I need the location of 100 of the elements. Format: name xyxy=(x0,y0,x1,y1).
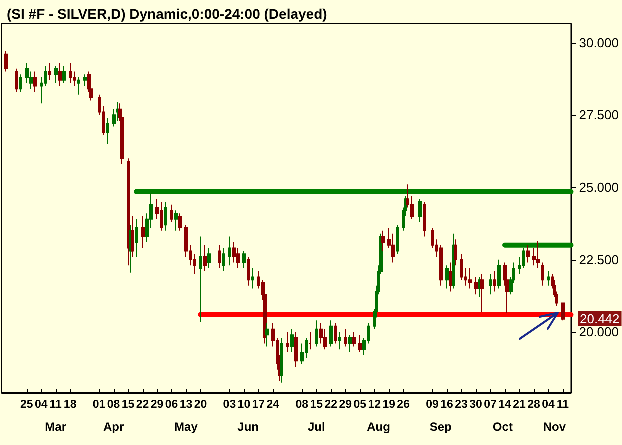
y-tick-label: 27.500 xyxy=(579,108,620,123)
candlestick xyxy=(493,270,496,292)
x-tick-label: 17 xyxy=(252,399,266,411)
candlestick xyxy=(218,244,221,270)
y-tick-label: 22.500 xyxy=(579,252,620,268)
candlestick xyxy=(222,248,225,272)
candlestick xyxy=(329,320,333,348)
candlestick xyxy=(33,71,37,93)
candlestick xyxy=(127,158,130,266)
x-tick-label: 26 xyxy=(397,399,410,411)
candlestick xyxy=(561,302,565,322)
candlestick xyxy=(348,334,352,353)
candlestick xyxy=(474,276,478,296)
candlestick xyxy=(452,233,455,290)
x-tick-label: 29 xyxy=(150,399,164,411)
x-tick-label: 25 xyxy=(20,399,34,411)
candlestick xyxy=(480,274,484,312)
x-tick-label: 30 xyxy=(470,399,482,411)
x2-tick-label: Jun xyxy=(238,420,259,434)
x-tick-label: 11 xyxy=(50,399,62,411)
candlestick xyxy=(536,240,540,270)
candlestick xyxy=(454,239,457,266)
candlestick xyxy=(164,201,167,232)
x-tick-label: 06 xyxy=(165,399,178,411)
x-tick-label: 04 xyxy=(542,399,556,411)
x-tick-label: 13 xyxy=(180,399,193,411)
candlestick xyxy=(315,320,318,348)
x-tick-label: 21 xyxy=(513,399,526,411)
candlestick xyxy=(247,256,250,286)
chart-title: (SI #F - SILVER,D) Dynamic,0:00-24:00 (Delayed) xyxy=(7,6,328,22)
x-tick-label: 08 xyxy=(296,399,310,411)
x-tick-label: 15 xyxy=(310,399,324,411)
candlestick xyxy=(286,332,289,353)
candlestick xyxy=(131,216,134,258)
candlestick xyxy=(174,210,178,232)
x2-tick-label: Oct xyxy=(492,420,513,434)
candlestick xyxy=(352,332,356,348)
x2-tick-label: Aug xyxy=(367,420,390,434)
candlestick xyxy=(290,328,294,353)
candlestick xyxy=(489,274,492,296)
candlestick xyxy=(54,65,58,84)
candlestick xyxy=(207,248,211,270)
candlestick xyxy=(541,262,544,286)
candlestick xyxy=(58,62,62,87)
x-tick-label: 01 xyxy=(92,399,106,411)
x2-tick-label: Mar xyxy=(45,420,67,434)
x-tick-label: 08 xyxy=(107,399,121,411)
x-tick-label: 03 xyxy=(223,399,236,411)
x-tick-label: 04 xyxy=(34,399,48,411)
candlestick xyxy=(242,250,246,270)
candlestick xyxy=(199,236,202,323)
x-tick-label: 05 xyxy=(354,399,368,411)
x-tick-label: 11 xyxy=(556,399,570,411)
x2-tick-label: May xyxy=(174,420,198,434)
candlestick xyxy=(547,270,550,286)
candlestick xyxy=(497,259,501,290)
x-tick-label: 20 xyxy=(194,399,208,411)
candlestick xyxy=(228,236,231,266)
x-tick-label: 16 xyxy=(440,399,454,411)
candlestick xyxy=(344,328,347,348)
candlestick xyxy=(338,332,341,350)
candlestick xyxy=(334,323,337,344)
candlestick xyxy=(280,338,283,384)
candlestick xyxy=(423,201,426,238)
candlestick xyxy=(468,268,472,290)
candlestick xyxy=(381,230,385,252)
candlestick xyxy=(48,62,51,81)
x2-tick-label: Sep xyxy=(430,420,452,434)
candlestick xyxy=(396,224,399,255)
x-tick-label: 14 xyxy=(498,399,512,411)
candlestick xyxy=(178,213,182,232)
candlestick xyxy=(294,332,298,368)
y-tick-label: 25.000 xyxy=(579,180,620,196)
candlestick xyxy=(265,323,269,348)
candlestick xyxy=(251,268,254,290)
x-tick-label: 23 xyxy=(455,399,468,411)
x-tick-label: 10 xyxy=(238,399,251,411)
x-tick-label: 22 xyxy=(136,399,150,411)
candlestick xyxy=(77,77,80,96)
candlestick xyxy=(309,332,312,350)
x-tick-label: 09 xyxy=(426,399,439,411)
x-tick-label: 18 xyxy=(64,399,78,411)
x2-tick-label: Apr xyxy=(103,420,124,434)
x-tick-label: 28 xyxy=(528,399,541,411)
x-tick-label: 15 xyxy=(122,399,136,411)
y-tick-label: 20.000 xyxy=(579,324,620,340)
candlestick xyxy=(129,224,132,274)
candlestick xyxy=(69,62,72,84)
x-tick-label: 24 xyxy=(266,399,280,411)
x-tick-label: 19 xyxy=(382,399,396,411)
candlestick xyxy=(106,118,109,145)
x-tick-label: 12 xyxy=(368,399,381,411)
candlestick xyxy=(526,244,530,264)
candlestick xyxy=(62,65,66,84)
candlestick xyxy=(418,198,422,223)
candlestick xyxy=(83,74,87,87)
candlestick xyxy=(358,334,362,353)
x-tick-label: 29 xyxy=(339,399,352,411)
x2-tick-label: Jul xyxy=(308,420,326,434)
candlestick xyxy=(170,204,173,223)
